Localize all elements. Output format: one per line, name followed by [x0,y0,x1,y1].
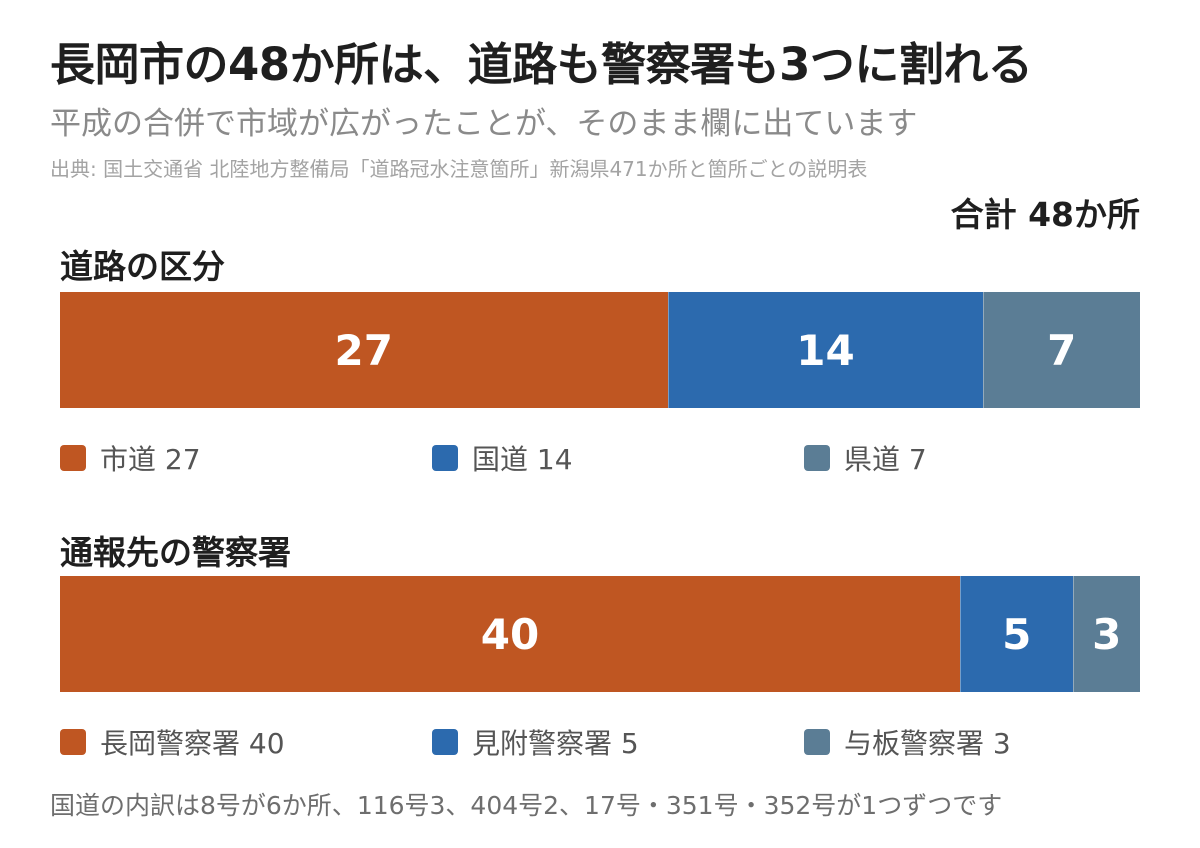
bar-value-label: 7 [1047,325,1077,375]
chart-title: 長岡市の48か所は、道路も警察署も3つに割れる [50,38,1033,91]
police-station-legend: 長岡警察署 40 見附警察署 5 与板警察署 3 [60,722,1140,762]
police-station-stacked-bar: 40 5 3 [60,576,1140,692]
chart-subtitle: 平成の合併で市域が広がったことが、そのまま欄に出ています [50,106,918,142]
bar-value-label: 27 [334,325,393,375]
bar-value-label: 14 [796,325,855,375]
legend-swatch [432,729,458,755]
source-note: 出典: 国土交通省 北陸地方整備局「道路冠水注意箇所」新潟県471か所と箇所ごと… [50,157,868,181]
police-station-section-title: 通報先の警察署 [60,533,291,572]
national-road-breakdown-note: 国道の内訳は8号が6か所、116号3、404号2、17号・351号・352号が1… [50,791,1003,820]
legend-swatch [432,445,458,471]
legend-label: 与板警察署 3 [844,727,1011,760]
legend-label: 県道 7 [844,443,927,476]
bar-value-label: 3 [1092,609,1122,659]
legend-label: 国道 14 [472,443,573,476]
bar-segment-road-2: 7 [982,292,1140,408]
bar-value-label: 5 [1002,609,1032,659]
bar-segment-police-1: 5 [960,576,1073,692]
legend-item: 国道 14 [432,438,573,478]
legend-swatch [804,445,830,471]
legend-item: 見附警察署 5 [432,722,639,762]
legend-item: 県道 7 [804,438,927,478]
legend-label: 見附警察署 5 [472,727,639,760]
bar-segment-road-0: 27 [60,292,668,408]
bar-segment-police-2: 3 [1072,576,1140,692]
bar-value-label: 40 [480,609,540,659]
road-type-section-title: 道路の区分 [60,247,225,286]
legend-swatch [60,445,86,471]
legend-swatch [804,729,830,755]
road-type-stacked-bar: 27 14 7 [60,292,1140,408]
legend-item: 与板警察署 3 [804,722,1011,762]
bar-segment-road-1: 14 [667,292,983,408]
total-count: 合計 48か所 [950,195,1140,234]
bar-segment-police-0: 40 [60,576,960,692]
legend-label: 長岡警察署 40 [100,727,285,760]
road-type-legend: 市道 27 国道 14 県道 7 [60,438,1140,478]
legend-swatch [60,729,86,755]
legend-label: 市道 27 [100,443,201,476]
legend-item: 市道 27 [60,438,201,478]
legend-item: 長岡警察署 40 [60,722,285,762]
